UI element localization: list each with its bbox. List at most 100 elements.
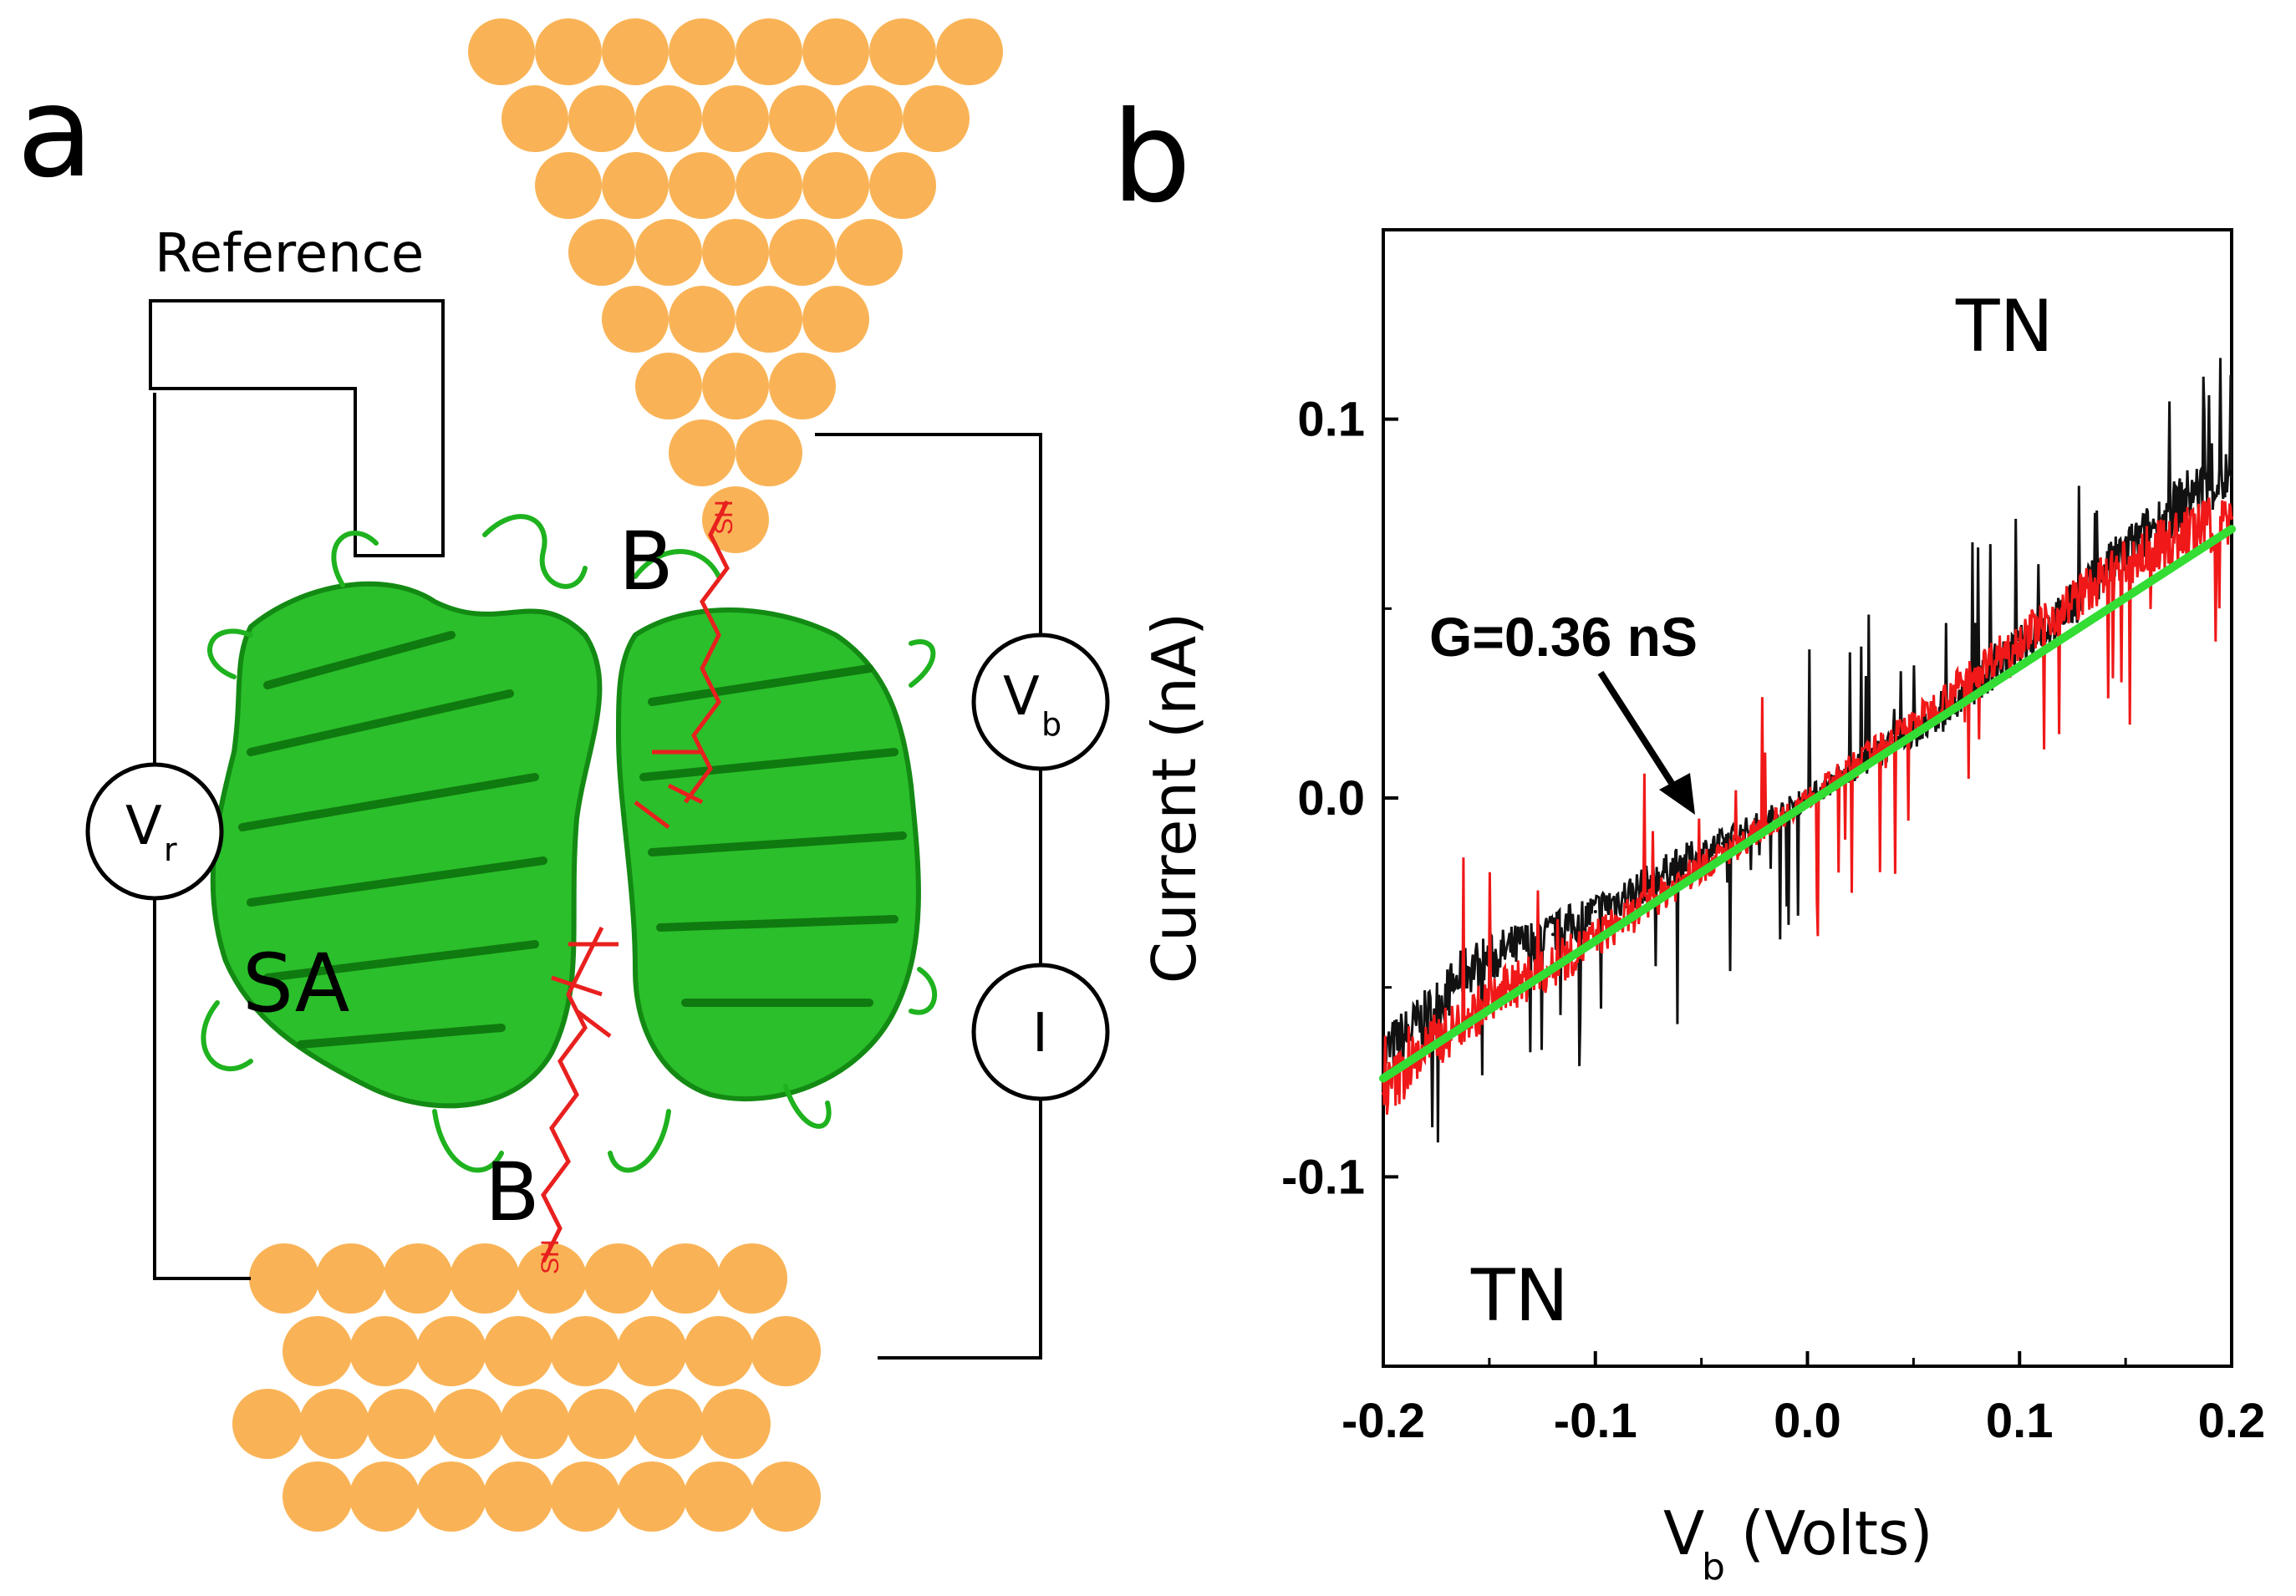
panel-a-letter: a bbox=[17, 60, 94, 206]
y-tick-label: 0.0 bbox=[1297, 771, 1365, 826]
electrode-atom bbox=[736, 286, 802, 353]
electrode-atom bbox=[903, 85, 970, 152]
electrode-atom bbox=[568, 219, 635, 286]
electrode-atom bbox=[568, 85, 635, 152]
tn-top-label: TN bbox=[1955, 285, 2054, 369]
biotin-top-label: B bbox=[619, 515, 674, 608]
data-point bbox=[1678, 861, 1683, 865]
vb-meter: V b bbox=[971, 633, 1110, 771]
data-point bbox=[1932, 705, 1937, 709]
vr-subscript: r bbox=[164, 831, 177, 868]
electrode-atom bbox=[669, 18, 736, 85]
electrode-atom bbox=[316, 1243, 386, 1314]
data-point bbox=[1423, 1015, 1428, 1019]
electrode-atom bbox=[769, 353, 836, 419]
electrode-atom bbox=[736, 419, 802, 486]
panel-b: b -0.2 -0.1 0.0 0.1 0.2 -0.1 0.0 0.1 Current (n… bbox=[1112, 85, 2265, 1588]
reference-electrode bbox=[149, 299, 445, 557]
data-point bbox=[1848, 765, 1852, 770]
reference-circuit-wire bbox=[153, 393, 251, 1280]
biotin-linker-bottom bbox=[541, 926, 619, 1263]
electrode-atom bbox=[617, 1461, 687, 1532]
electrode-atom bbox=[836, 85, 903, 152]
electrode-atom bbox=[602, 18, 669, 85]
substrate-electrode bbox=[232, 1243, 821, 1532]
x-tick-label: 0.1 bbox=[1986, 1394, 2054, 1448]
data-point bbox=[1382, 1091, 1385, 1095]
electrode-atom bbox=[936, 18, 1003, 85]
electrode-atom bbox=[700, 1389, 771, 1459]
electrode-atom bbox=[500, 1389, 570, 1459]
panel-b-letter: b bbox=[1112, 85, 1191, 231]
data-point bbox=[1891, 735, 1894, 740]
electrode-atom bbox=[650, 1243, 720, 1314]
data-point bbox=[1593, 910, 1597, 913]
electrode-atom bbox=[702, 219, 769, 286]
electrode-atom bbox=[702, 353, 769, 419]
data-point bbox=[2187, 493, 2192, 497]
electrode-atom bbox=[501, 85, 568, 152]
series-layer bbox=[1379, 358, 2236, 1143]
electrode-atom bbox=[751, 1461, 821, 1532]
data-point bbox=[2018, 637, 2022, 641]
data-point bbox=[1551, 933, 1555, 937]
electrode-atom bbox=[535, 18, 602, 85]
electrode-atom bbox=[299, 1389, 369, 1459]
x-tick-label: -0.2 bbox=[1341, 1394, 1425, 1448]
electrode-atom bbox=[535, 152, 602, 219]
electrode-atom bbox=[249, 1243, 319, 1314]
protein-label: SA bbox=[242, 937, 349, 1030]
electrode-atom bbox=[769, 219, 836, 286]
electrode-atom bbox=[769, 85, 836, 152]
electrode-atom bbox=[349, 1316, 420, 1386]
data-point bbox=[1975, 667, 1979, 671]
electrode-atom bbox=[416, 1316, 486, 1386]
electrode-atom bbox=[836, 219, 903, 286]
electrode-atom bbox=[602, 286, 669, 353]
panel-a: a Reference SH SH bbox=[17, 18, 1110, 1532]
y-axis-title: Current (nA) bbox=[1139, 612, 1209, 984]
data-point bbox=[1509, 948, 1513, 952]
data-point bbox=[1721, 841, 1724, 846]
vb-label: V bbox=[1003, 666, 1040, 728]
tip-circuit-wire bbox=[815, 433, 1042, 1360]
electrode-atom bbox=[869, 152, 936, 219]
data-point bbox=[2145, 550, 2149, 554]
electrode-atom bbox=[383, 1243, 453, 1314]
data-point bbox=[2230, 516, 2233, 520]
thiol-top-label: SH bbox=[710, 500, 738, 535]
electrode-atom bbox=[517, 1243, 587, 1314]
electrode-atom bbox=[869, 18, 936, 85]
x-axis-title: V b (Volts) bbox=[1663, 1498, 1933, 1588]
thiol-bottom-label: SH bbox=[537, 1239, 564, 1274]
electrode-atom bbox=[634, 1389, 704, 1459]
annotation-arrowhead bbox=[1659, 773, 1695, 815]
electrode-atom bbox=[550, 1316, 620, 1386]
data-point bbox=[2102, 577, 2106, 581]
electrode-atom bbox=[802, 152, 869, 219]
biotin-linker-top bbox=[634, 500, 730, 829]
x-tick-label: 0.2 bbox=[2198, 1394, 2266, 1448]
annotation-arrow bbox=[1597, 670, 1679, 792]
x-axis-title-rest: (Volts) bbox=[1722, 1498, 1933, 1568]
data-point bbox=[2230, 474, 2233, 478]
electrode-atom bbox=[751, 1316, 821, 1386]
electrode-atom bbox=[550, 1461, 620, 1532]
tip-electrode bbox=[468, 18, 1003, 553]
electrode-atom bbox=[717, 1243, 787, 1314]
electrode-atom bbox=[583, 1243, 654, 1314]
data-point bbox=[2187, 531, 2192, 535]
vb-subscript: b bbox=[1041, 706, 1061, 743]
electrode-atom bbox=[483, 1461, 553, 1532]
electrode-atom bbox=[669, 152, 736, 219]
x-tick-label: 0.0 bbox=[1774, 1394, 1841, 1448]
data-point bbox=[2060, 607, 2064, 611]
electrode-atom bbox=[635, 85, 702, 152]
electrode-atom bbox=[567, 1389, 637, 1459]
biotin-bottom-label: B bbox=[485, 1146, 540, 1239]
reference-label: Reference bbox=[155, 223, 424, 285]
y-tick-label: -0.1 bbox=[1281, 1150, 1365, 1204]
electrode-atom bbox=[602, 152, 669, 219]
vr-meter: V r bbox=[85, 762, 224, 901]
electrode-atom bbox=[232, 1389, 303, 1459]
